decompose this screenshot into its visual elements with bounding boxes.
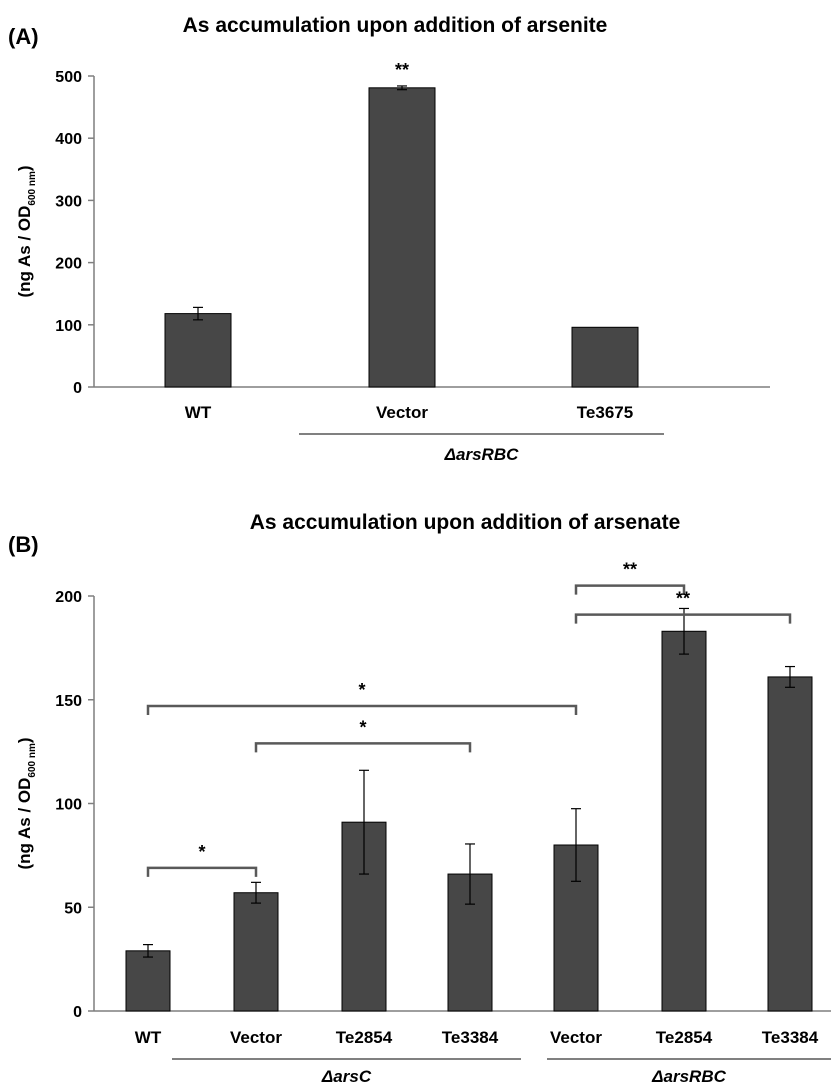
panel-b-category-label: Te2854 — [656, 1028, 713, 1047]
panel-a-bar — [164, 313, 232, 388]
panel-a-y-axis-label: (ng As / OD600 nm) — [15, 165, 38, 297]
panel-a-bar — [368, 87, 436, 388]
panel-a-y-tick-label: 100 — [55, 318, 82, 335]
panel-b-category-label: Vector — [550, 1028, 602, 1047]
panel-b-significance-label: ** — [623, 560, 637, 580]
panel-a-label: (A) — [8, 24, 39, 49]
panel-b-category-label: WT — [135, 1028, 162, 1047]
panel-b-y-tick-label: 100 — [55, 797, 82, 814]
panel-b-title: As accumulation upon addition of arsenat… — [250, 511, 681, 534]
panel-a-y-tick-label: 400 — [55, 131, 82, 148]
panel-b-significance-bracket — [254, 742, 472, 753]
panel-b-bar — [767, 676, 813, 1012]
panel-b-category-label: Te2854 — [336, 1028, 393, 1047]
panel-a-category-label: Vector — [376, 403, 428, 422]
panel-b-category-label: Vector — [230, 1028, 282, 1047]
panel-b-y-axis-label: (ng As / OD600 nm) — [15, 737, 38, 869]
panel-b-significance-label: * — [198, 842, 205, 862]
panel-a-y-tick-label: 500 — [55, 69, 82, 86]
panel-b-category-label: Te3384 — [442, 1028, 499, 1047]
panel-a-bar — [571, 326, 639, 388]
panel-b-y-tick-label: 50 — [64, 900, 82, 917]
panel-b-label: (B) — [8, 532, 39, 557]
panel-b-group-label: ΔarsRBC — [651, 1067, 726, 1086]
panel-b-y-tick-label: 200 — [55, 589, 82, 606]
panel-b-significance-label: * — [359, 717, 366, 737]
panel-b-significance-bracket — [146, 866, 258, 877]
panel-b-significance-label: * — [358, 680, 365, 700]
panel-b-bar — [233, 892, 279, 1012]
panel-b-significance-bracket — [574, 613, 792, 624]
panel-b-category-label: Te3384 — [762, 1028, 819, 1047]
panel-a-group-label: ΔarsRBC — [444, 445, 519, 464]
panel-b-significance-bracket — [146, 704, 578, 715]
panel-a-y-tick-label: 200 — [55, 256, 82, 273]
panel-a-y-tick-label: 0 — [73, 380, 82, 397]
panel-b-significance-label: ** — [676, 589, 690, 609]
panel-a-category-label: Te3675 — [577, 403, 633, 422]
panel-b-significance-bracket — [574, 584, 686, 595]
panel-b-bar — [125, 950, 171, 1012]
panel-b-y-tick-label: 0 — [73, 1004, 82, 1021]
panel-b-y-tick-label: 150 — [55, 693, 82, 710]
panel-a-category-label: WT — [185, 403, 212, 422]
panel-a-title: As accumulation upon addition of arsenit… — [183, 14, 608, 37]
panel-b-group-label: ΔarsC — [321, 1067, 372, 1086]
panel-a-y-tick-label: 300 — [55, 193, 82, 210]
panel-a-significance-label: ** — [395, 60, 409, 80]
panel-b-bar — [661, 630, 707, 1012]
